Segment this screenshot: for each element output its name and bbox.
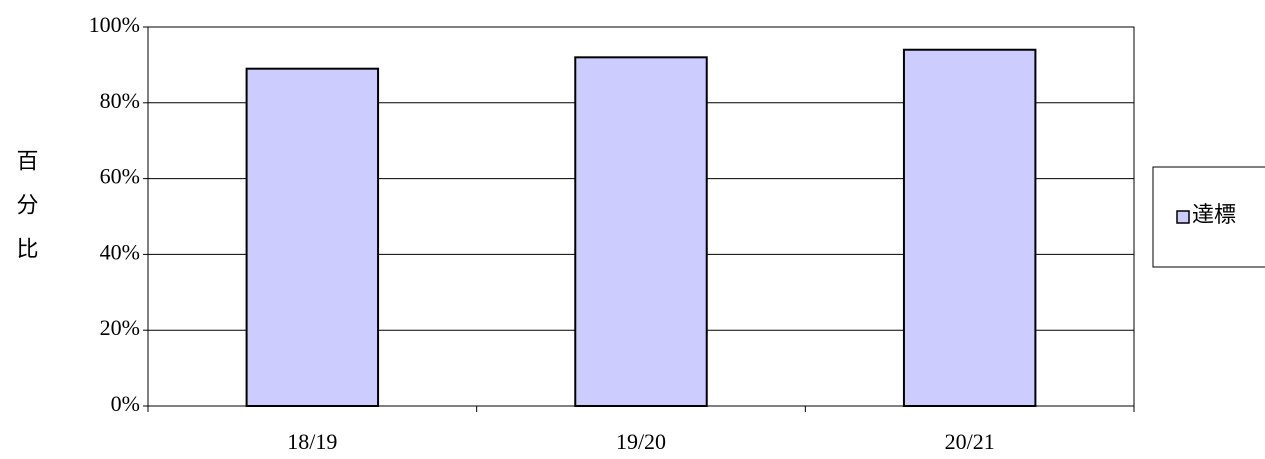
y-tick-label: 80% <box>100 88 140 113</box>
y-tick-label: 60% <box>100 164 140 189</box>
y-tick-label: 40% <box>100 239 140 264</box>
y-tick-label: 0% <box>111 391 140 416</box>
y-tick-label: 20% <box>100 315 140 340</box>
legend-swatch <box>1176 210 1190 224</box>
legend-box <box>1152 166 1265 268</box>
x-tick-label: 20/21 <box>945 429 995 454</box>
x-tick-label: 19/20 <box>616 429 666 454</box>
legend-label: 達標 <box>1192 202 1236 227</box>
y-axis-label: 百分比 <box>14 149 39 281</box>
bar <box>902 48 1037 408</box>
bar <box>245 67 380 407</box>
y-tick-label: 100% <box>89 12 140 37</box>
bar <box>574 56 708 407</box>
x-tick-label: 18/19 <box>287 429 337 454</box>
